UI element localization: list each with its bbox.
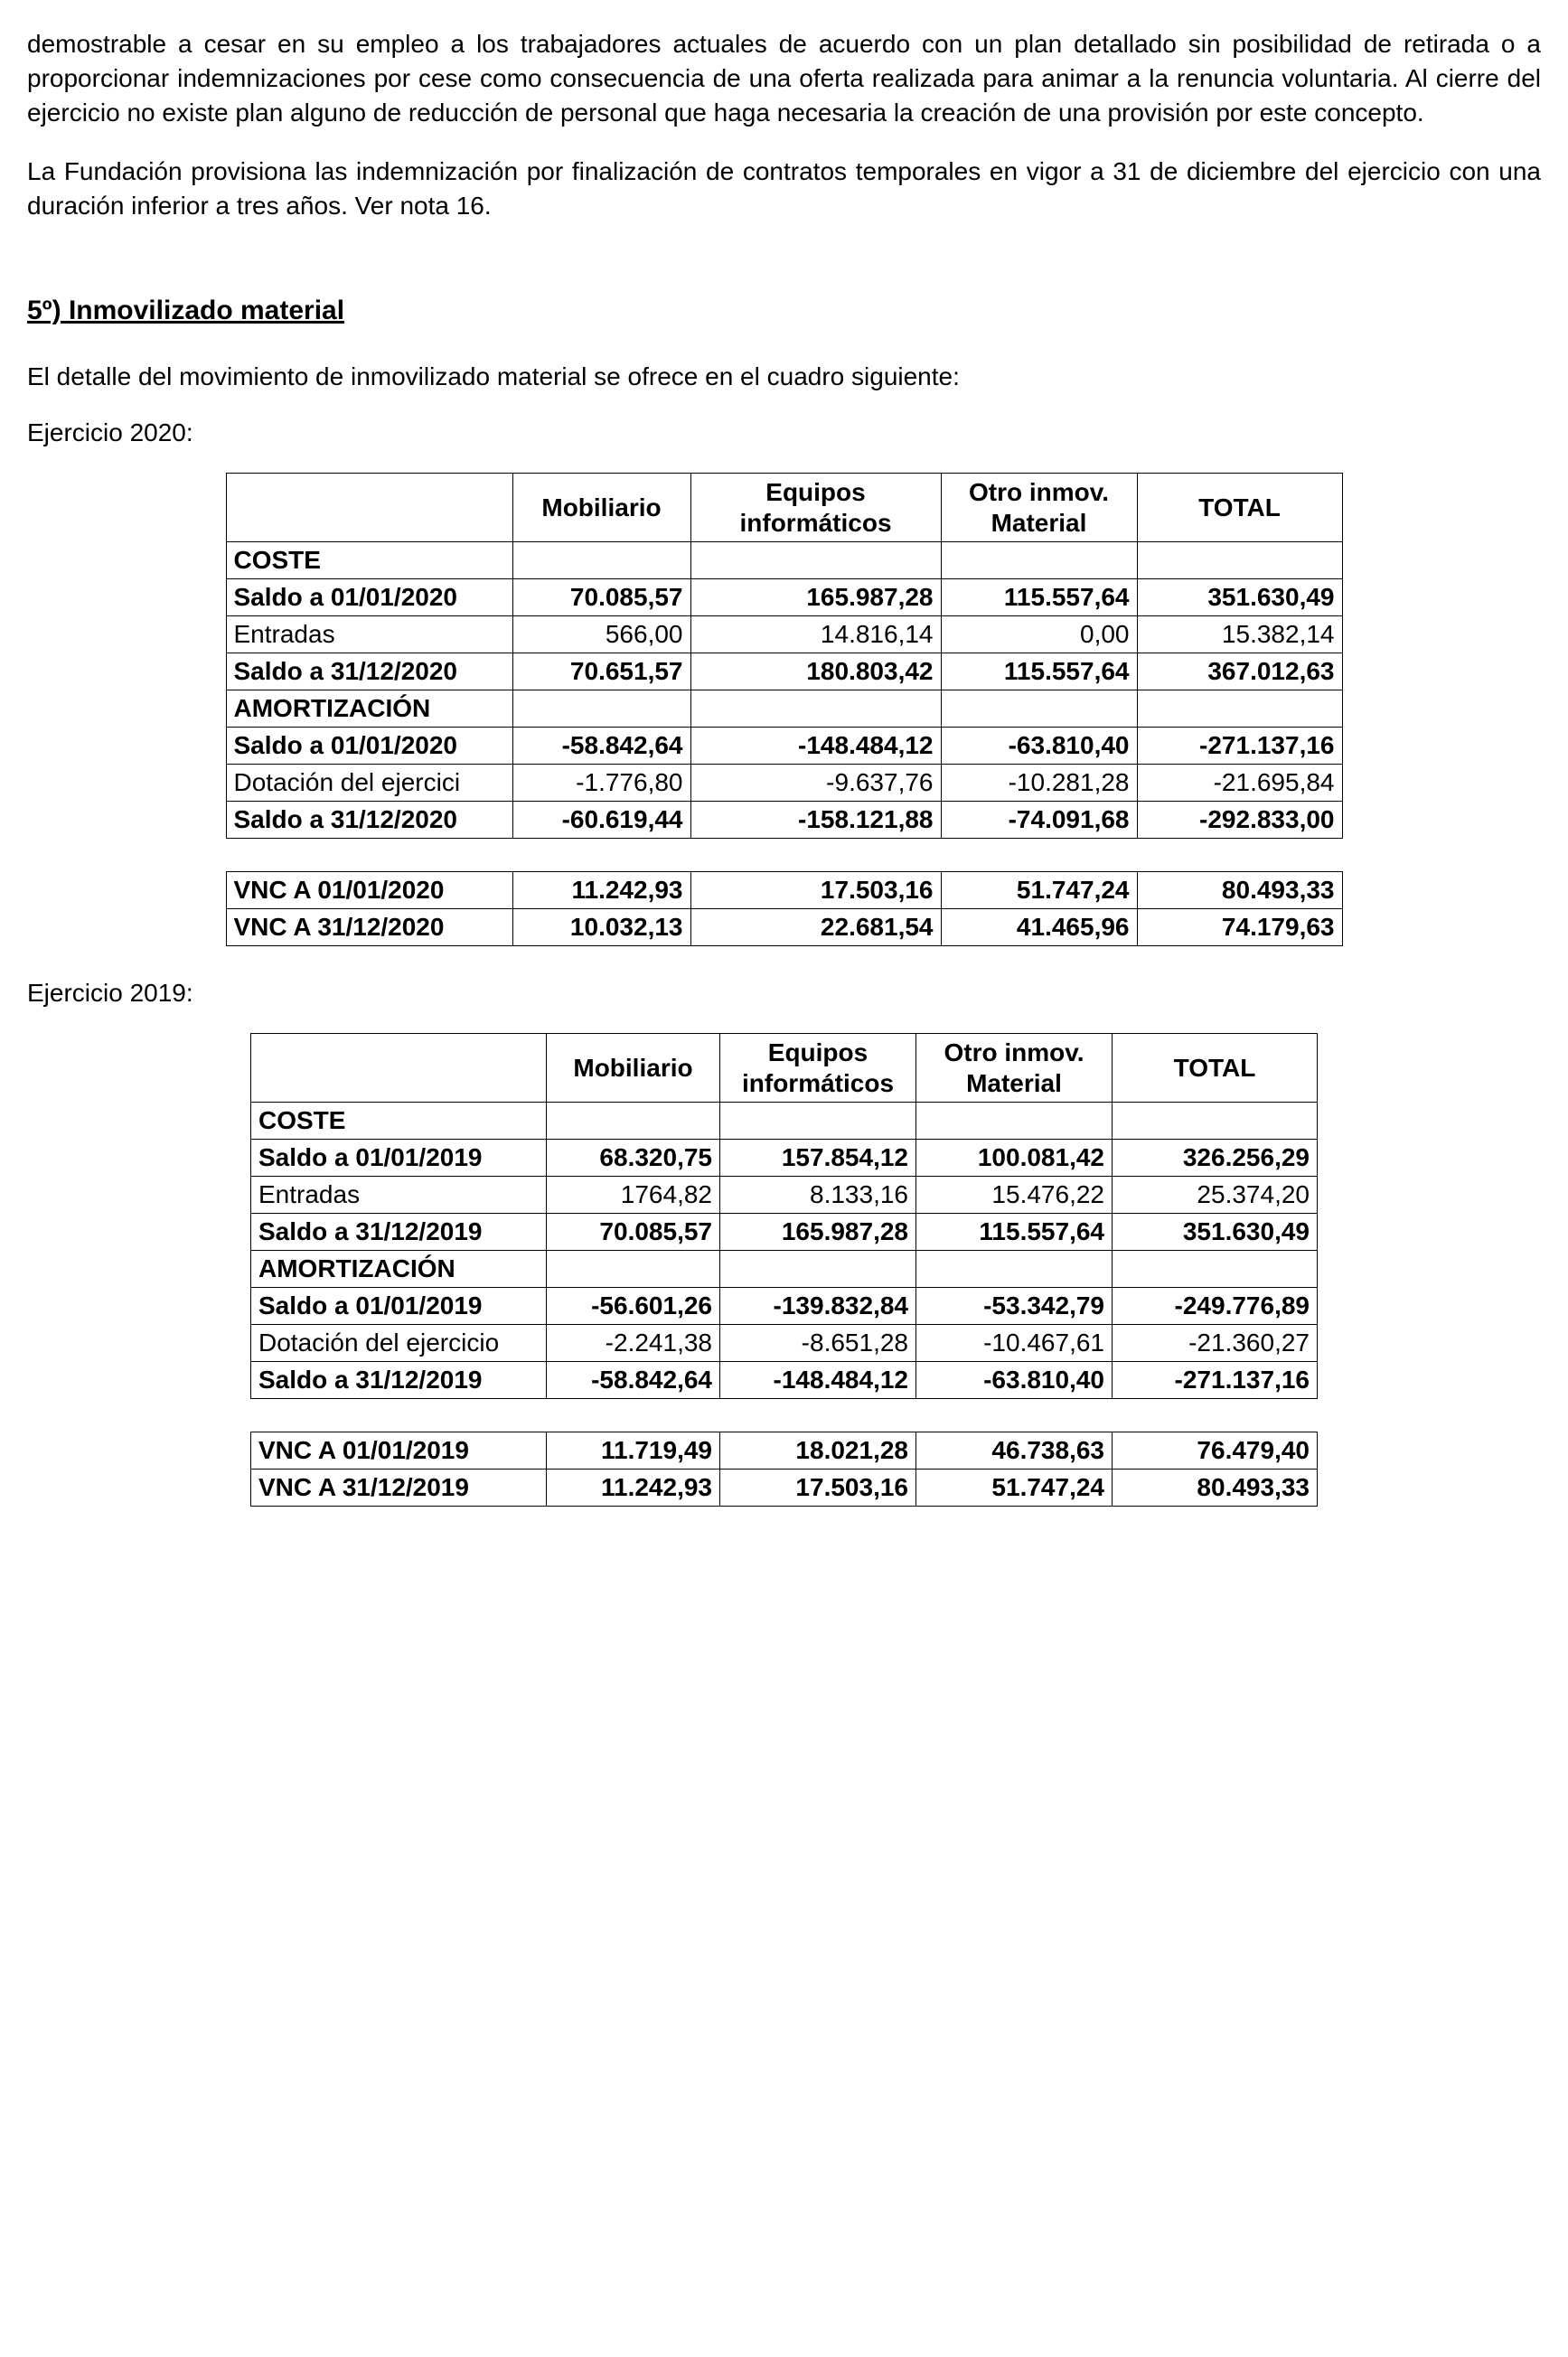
row-vnc-fin-2019: VNC A 31/12/2019 11.242,93 17.503,16 51.… (251, 1470, 1318, 1507)
row-entradas-2019: Entradas 1764,82 8.133,16 15.476,22 25.3… (251, 1177, 1318, 1214)
row-amort-saldo-ini: Saldo a 01/01/2020 -58.842,64 -148.484,1… (226, 728, 1342, 765)
th-otro: Otro inmov.Material (941, 473, 1137, 541)
th-blank-2019 (251, 1034, 547, 1103)
row-amort-header-2019: AMORTIZACIÓN (251, 1251, 1318, 1288)
row-amort-saldo-fin: Saldo a 31/12/2020 -60.619,44 -158.121,8… (226, 802, 1342, 839)
row-coste-saldo-fin-2019: Saldo a 31/12/2019 70.085,57 165.987,28 … (251, 1214, 1318, 1251)
th-mobiliario: Mobiliario (512, 473, 690, 541)
year-2019-label: Ejercicio 2019: (27, 979, 1541, 1008)
th-total-2019: TOTAL (1113, 1034, 1318, 1103)
row-dotacion: Dotación del ejercici -1.776,80 -9.637,7… (226, 765, 1342, 802)
section-intro: El detalle del movimiento de inmovilizad… (27, 362, 1541, 391)
row-vnc-ini-2019: VNC A 01/01/2019 11.719,49 18.021,28 46.… (251, 1432, 1318, 1470)
table-2019-vnc: VNC A 01/01/2019 11.719,49 18.021,28 46.… (250, 1432, 1318, 1507)
table-2020-main: Mobiliario Equiposinformáticos Otro inmo… (226, 473, 1343, 839)
year-2020-label: Ejercicio 2020: (27, 418, 1541, 447)
row-dotacion-2019: Dotación del ejercicio -2.241,38 -8.651,… (251, 1325, 1318, 1362)
row-coste-header: COSTE (226, 542, 1342, 579)
row-amort-header: AMORTIZACIÓN (226, 690, 1342, 728)
paragraph-1: demostrable a cesar en su empleo a los t… (27, 27, 1541, 129)
th-total: TOTAL (1137, 473, 1342, 541)
th-otro-2019: Otro inmov.Material (916, 1034, 1113, 1103)
row-amort-saldo-fin-2019: Saldo a 31/12/2019 -58.842,64 -148.484,1… (251, 1362, 1318, 1399)
row-coste-saldo-fin: Saldo a 31/12/2020 70.651,57 180.803,42 … (226, 653, 1342, 690)
th-mobiliario-2019: Mobiliario (547, 1034, 720, 1103)
row-coste-saldo-ini-2019: Saldo a 01/01/2019 68.320,75 157.854,12 … (251, 1140, 1318, 1177)
row-vnc-fin: VNC A 31/12/2020 10.032,13 22.681,54 41.… (226, 909, 1342, 946)
table-2020-vnc: VNC A 01/01/2020 11.242,93 17.503,16 51.… (226, 871, 1343, 946)
row-coste-saldo-ini: Saldo a 01/01/2020 70.085,57 165.987,28 … (226, 579, 1342, 616)
row-coste-header-2019: COSTE (251, 1103, 1318, 1140)
th-equipos: Equiposinformáticos (690, 473, 941, 541)
th-equipos-2019: Equiposinformáticos (720, 1034, 916, 1103)
section-heading: 5º) Inmovilizado material (27, 296, 1541, 326)
table-2019-main: Mobiliario Equiposinformáticos Otro inmo… (250, 1033, 1318, 1399)
row-entradas: Entradas 566,00 14.816,14 0,00 15.382,14 (226, 616, 1342, 653)
th-blank (226, 473, 512, 541)
row-amort-saldo-ini-2019: Saldo a 01/01/2019 -56.601,26 -139.832,8… (251, 1288, 1318, 1325)
paragraph-2: La Fundación provisiona las indemnizació… (27, 155, 1541, 223)
row-vnc-ini: VNC A 01/01/2020 11.242,93 17.503,16 51.… (226, 872, 1342, 909)
